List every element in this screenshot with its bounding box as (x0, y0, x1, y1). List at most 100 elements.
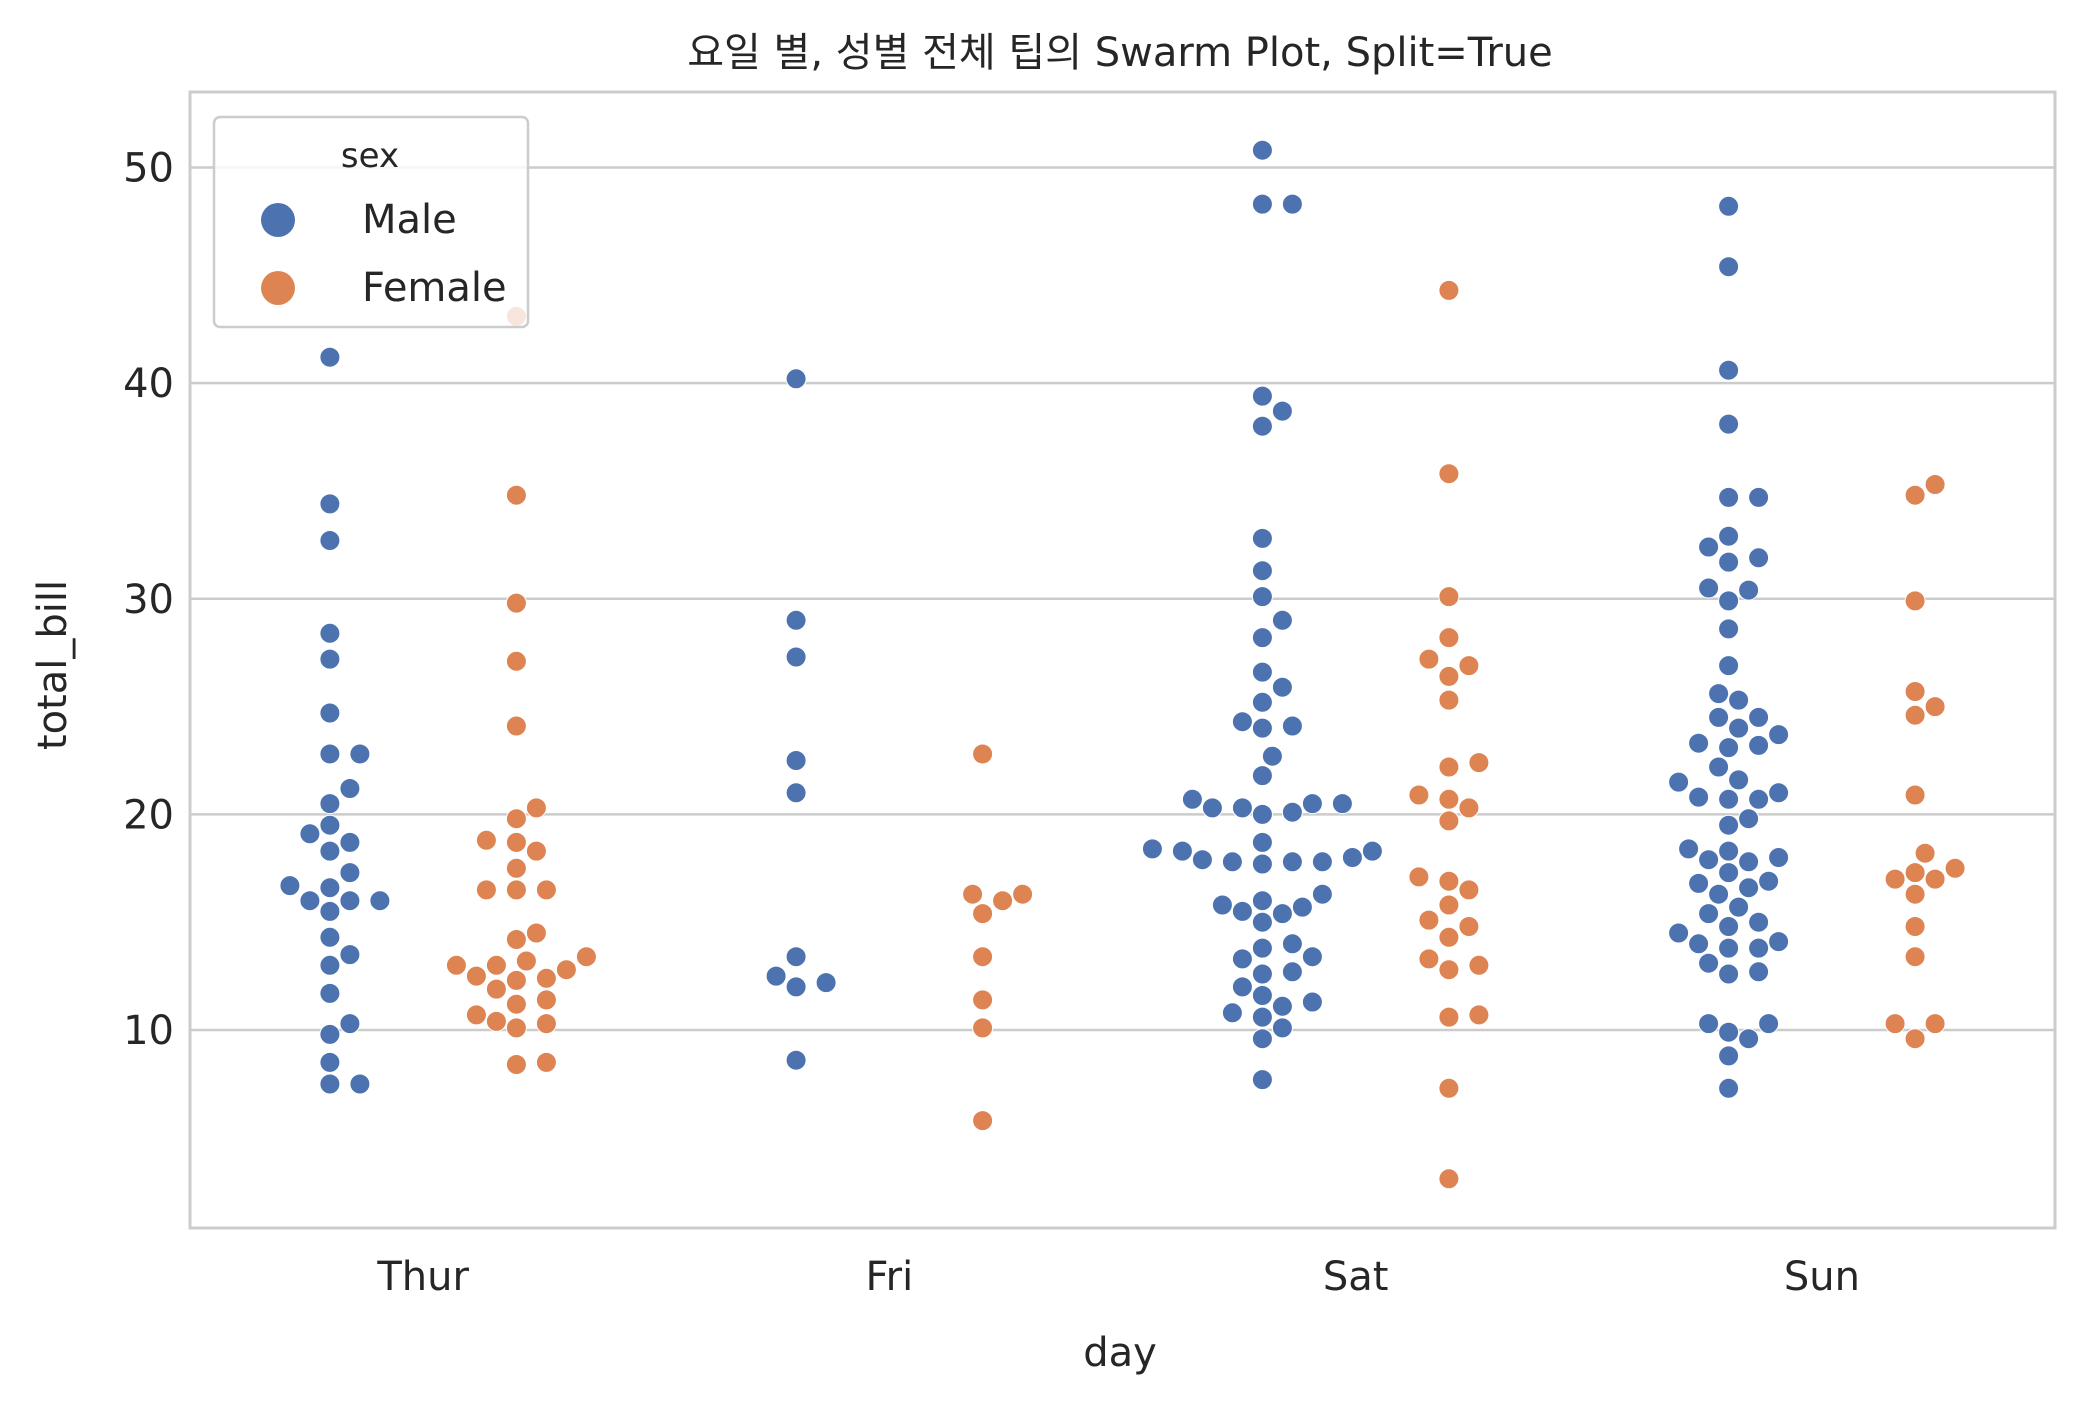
data-point-male-sun (1728, 717, 1750, 739)
data-point-male-thur (299, 823, 321, 845)
data-point-male-fri (785, 946, 807, 968)
data-point-male-sat (1251, 985, 1273, 1006)
data-point-male-sun (1688, 933, 1710, 955)
data-point-female-sat (1408, 866, 1430, 888)
x-tick-label: Sun (1784, 1254, 1860, 1300)
data-point-male-sun (1718, 1045, 1740, 1067)
data-point-female-sat (1438, 1077, 1460, 1099)
data-point-male-sat (1301, 991, 1323, 1013)
data-point-male-sun (1738, 579, 1760, 601)
data-point-male-sat (1251, 803, 1273, 825)
data-point-female-sat (1438, 279, 1460, 301)
data-point-male-sun (1718, 1021, 1740, 1043)
data-point-male-sat (1281, 193, 1303, 215)
data-point-female-sat (1438, 1168, 1460, 1190)
data-point-female-thur (505, 592, 527, 614)
data-point-male-sat (1251, 765, 1273, 787)
data-point-male-sun (1718, 618, 1740, 640)
data-point-male-sun (1718, 737, 1740, 759)
y-tick-label: 20 (123, 792, 174, 838)
data-point-male-sun (1718, 862, 1740, 884)
data-point-male-thur (299, 890, 321, 912)
data-point-female-sat (1438, 926, 1460, 948)
data-point-female-sat (1418, 909, 1440, 931)
data-point-male-thur (339, 831, 361, 853)
plot-frame (188, 90, 2057, 1230)
data-point-female-sun (1924, 474, 1946, 495)
data-point-female-sat (1458, 916, 1480, 937)
data-point-female-sat (1438, 627, 1460, 649)
data-points (279, 139, 1966, 1190)
data-point-female-sat (1438, 665, 1460, 687)
data-point-male-sat (1361, 840, 1383, 862)
legend-box (212, 115, 530, 329)
data-point-male-sat (1311, 851, 1333, 873)
data-point-male-sat (1291, 896, 1313, 918)
data-point-male-sat (1251, 139, 1273, 161)
data-point-male-sun (1708, 683, 1730, 705)
data-point-male-sat (1251, 661, 1273, 683)
data-point-female-thur (535, 1051, 557, 1073)
data-point-male-sun (1718, 256, 1740, 278)
data-point-female-sat (1438, 894, 1460, 916)
data-point-female-sat (1458, 879, 1480, 901)
data-point-female-sun (1924, 868, 1946, 890)
data-point-male-sun (1718, 551, 1740, 573)
data-point-female-thur (505, 857, 527, 879)
data-point-female-sun (1914, 842, 1936, 864)
data-point-male-sun (1708, 756, 1730, 778)
data-point-male-sat (1251, 890, 1273, 912)
data-point-male-sun (1748, 706, 1770, 728)
data-point-female-sat (1438, 756, 1460, 778)
data-point-male-sun (1688, 786, 1710, 808)
data-point-male-sun (1748, 961, 1770, 983)
data-point-female-sun (1904, 1028, 1926, 1050)
data-point-female-sun (1904, 784, 1926, 806)
data-point-male-sun (1768, 782, 1790, 804)
data-point-male-thur (349, 743, 371, 765)
data-point-female-thur (505, 929, 527, 950)
data-point-male-sat (1271, 903, 1293, 925)
data-point-male-sun (1718, 590, 1740, 612)
data-point-female-sat (1468, 1004, 1490, 1026)
data-point-female-fri (972, 1017, 994, 1039)
data-point-male-thur (319, 346, 341, 368)
data-point-male-sat (1281, 801, 1303, 823)
data-point-male-sun (1748, 788, 1770, 810)
data-point-male-sun (1708, 883, 1730, 905)
data-point-male-fri (785, 782, 807, 804)
data-point-male-fri (785, 609, 807, 631)
data-point-male-sat (1251, 853, 1273, 875)
data-point-male-sat (1221, 1002, 1243, 1024)
y-tick-label: 50 (123, 145, 174, 191)
data-point-male-sun (1738, 1028, 1760, 1050)
data-point-male-sun (1748, 547, 1770, 569)
data-point-male-sun (1728, 769, 1750, 791)
data-point-male-sat (1181, 788, 1203, 810)
data-point-female-thur (505, 484, 527, 506)
data-point-female-thur (505, 715, 527, 737)
data-point-female-sat (1458, 655, 1480, 677)
data-point-male-sat (1231, 900, 1253, 922)
data-point-female-thur (485, 954, 507, 976)
data-point-male-sat (1271, 995, 1293, 1017)
data-point-male-sun (1698, 1013, 1720, 1035)
data-point-male-sun (1718, 814, 1740, 836)
data-point-male-sat (1251, 627, 1273, 649)
data-point-male-sat (1141, 838, 1163, 860)
data-point-male-sat (1251, 911, 1273, 933)
data-point-female-sat (1438, 870, 1460, 892)
data-point-male-thur (339, 778, 361, 799)
data-point-female-thur (505, 831, 527, 853)
data-point-female-sun (1884, 868, 1906, 890)
data-point-female-sat (1438, 959, 1460, 981)
data-point-male-thur (319, 793, 341, 815)
data-point-male-thur (339, 890, 361, 912)
data-point-female-sun (1944, 857, 1966, 879)
data-point-male-sun (1708, 706, 1730, 728)
x-tick-label: Sat (1323, 1254, 1389, 1300)
data-point-male-fri (815, 972, 837, 994)
data-point-male-sun (1698, 903, 1720, 925)
data-point-male-thur (319, 1073, 341, 1095)
